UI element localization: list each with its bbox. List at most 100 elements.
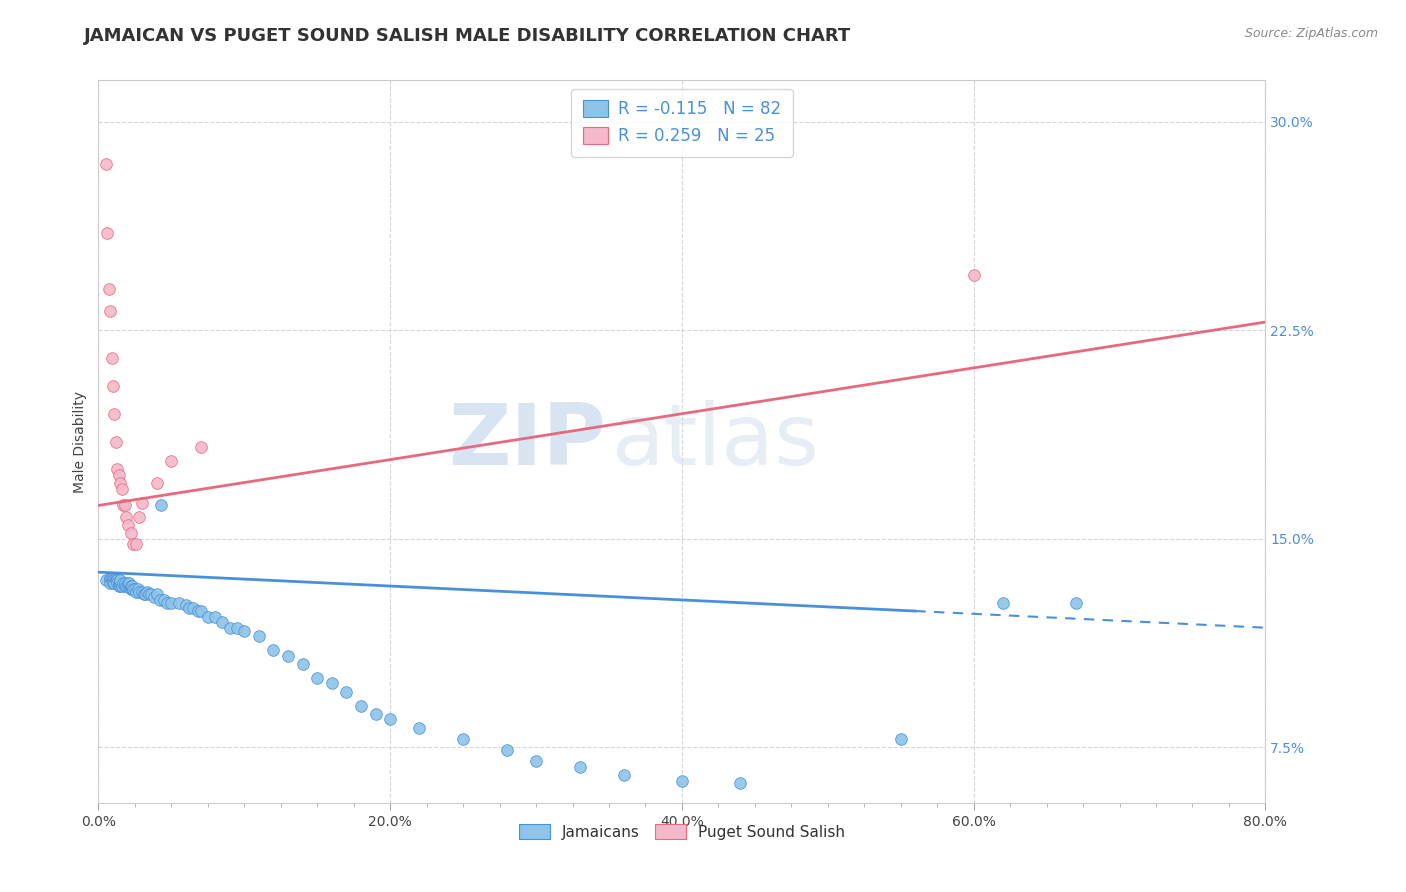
Point bbox=[612, 768, 634, 782]
Point bbox=[187, 604, 209, 618]
Point bbox=[103, 576, 125, 591]
Point bbox=[96, 226, 118, 240]
Point bbox=[98, 576, 121, 591]
Point bbox=[190, 440, 212, 454]
Point bbox=[110, 579, 132, 593]
Point bbox=[108, 467, 131, 482]
Y-axis label: Male Disability: Male Disability bbox=[73, 391, 87, 492]
Point bbox=[115, 579, 138, 593]
Point bbox=[94, 156, 117, 170]
Text: atlas: atlas bbox=[612, 400, 820, 483]
Point bbox=[104, 574, 127, 588]
Point bbox=[115, 509, 138, 524]
Text: ZIP: ZIP bbox=[449, 400, 606, 483]
Point bbox=[991, 596, 1014, 610]
Point bbox=[671, 773, 693, 788]
Point bbox=[114, 579, 136, 593]
Point bbox=[197, 609, 219, 624]
Point bbox=[156, 596, 179, 610]
Point bbox=[97, 282, 120, 296]
Point bbox=[105, 574, 128, 588]
Point bbox=[112, 499, 135, 513]
Point bbox=[117, 576, 139, 591]
Point bbox=[364, 706, 387, 721]
Point bbox=[177, 601, 200, 615]
Point bbox=[121, 582, 143, 596]
Point bbox=[524, 754, 547, 768]
Point bbox=[226, 621, 249, 635]
Point bbox=[101, 574, 124, 588]
Point bbox=[135, 584, 157, 599]
Point bbox=[160, 596, 183, 610]
Point bbox=[108, 579, 131, 593]
Point bbox=[114, 499, 136, 513]
Point bbox=[98, 571, 121, 585]
Point bbox=[962, 268, 984, 282]
Point bbox=[321, 676, 343, 690]
Point bbox=[247, 629, 270, 643]
Point bbox=[117, 517, 139, 532]
Point bbox=[111, 482, 134, 496]
Point bbox=[100, 351, 122, 366]
Point bbox=[110, 574, 132, 588]
Point bbox=[101, 571, 124, 585]
Point bbox=[146, 587, 169, 601]
Point bbox=[110, 476, 132, 491]
Point bbox=[160, 454, 183, 468]
Point bbox=[181, 601, 204, 615]
Point bbox=[211, 615, 233, 630]
Point bbox=[167, 596, 190, 610]
Point bbox=[122, 537, 145, 551]
Point bbox=[114, 576, 136, 591]
Point bbox=[233, 624, 256, 638]
Point bbox=[174, 599, 197, 613]
Point bbox=[451, 731, 474, 746]
Point bbox=[131, 496, 153, 510]
Point bbox=[100, 574, 122, 588]
Point bbox=[730, 776, 752, 790]
Point bbox=[121, 579, 143, 593]
Point bbox=[204, 609, 226, 624]
Point bbox=[110, 576, 132, 591]
Point bbox=[408, 721, 430, 735]
Point bbox=[127, 582, 149, 596]
Point bbox=[118, 576, 141, 591]
Point bbox=[122, 582, 145, 596]
Point bbox=[101, 379, 124, 393]
Point bbox=[125, 537, 148, 551]
Point bbox=[120, 582, 142, 596]
Text: Source: ZipAtlas.com: Source: ZipAtlas.com bbox=[1244, 27, 1378, 40]
Point bbox=[104, 571, 127, 585]
Point bbox=[120, 579, 142, 593]
Point bbox=[335, 684, 357, 698]
Point bbox=[291, 657, 314, 671]
Point bbox=[149, 593, 172, 607]
Point bbox=[146, 476, 169, 491]
Point bbox=[105, 462, 128, 476]
Point bbox=[111, 579, 134, 593]
Point bbox=[118, 579, 141, 593]
Point bbox=[101, 576, 124, 591]
Point bbox=[117, 579, 139, 593]
Point bbox=[350, 698, 373, 713]
Point bbox=[105, 576, 128, 591]
Point bbox=[1064, 596, 1087, 610]
Point bbox=[190, 604, 212, 618]
Point bbox=[134, 587, 156, 601]
Point bbox=[112, 576, 135, 591]
Legend: Jamaicans, Puget Sound Salish: Jamaicans, Puget Sound Salish bbox=[513, 818, 851, 846]
Point bbox=[120, 526, 142, 541]
Point bbox=[277, 648, 299, 663]
Point bbox=[262, 643, 284, 657]
Point bbox=[132, 587, 155, 601]
Point bbox=[125, 584, 148, 599]
Point bbox=[307, 671, 329, 685]
Text: JAMAICAN VS PUGET SOUND SALISH MALE DISABILITY CORRELATION CHART: JAMAICAN VS PUGET SOUND SALISH MALE DISA… bbox=[84, 27, 852, 45]
Point bbox=[94, 574, 117, 588]
Point bbox=[98, 304, 121, 318]
Point bbox=[496, 743, 519, 757]
Point bbox=[218, 621, 240, 635]
Point bbox=[890, 731, 912, 746]
Point bbox=[103, 407, 125, 421]
Point bbox=[131, 584, 153, 599]
